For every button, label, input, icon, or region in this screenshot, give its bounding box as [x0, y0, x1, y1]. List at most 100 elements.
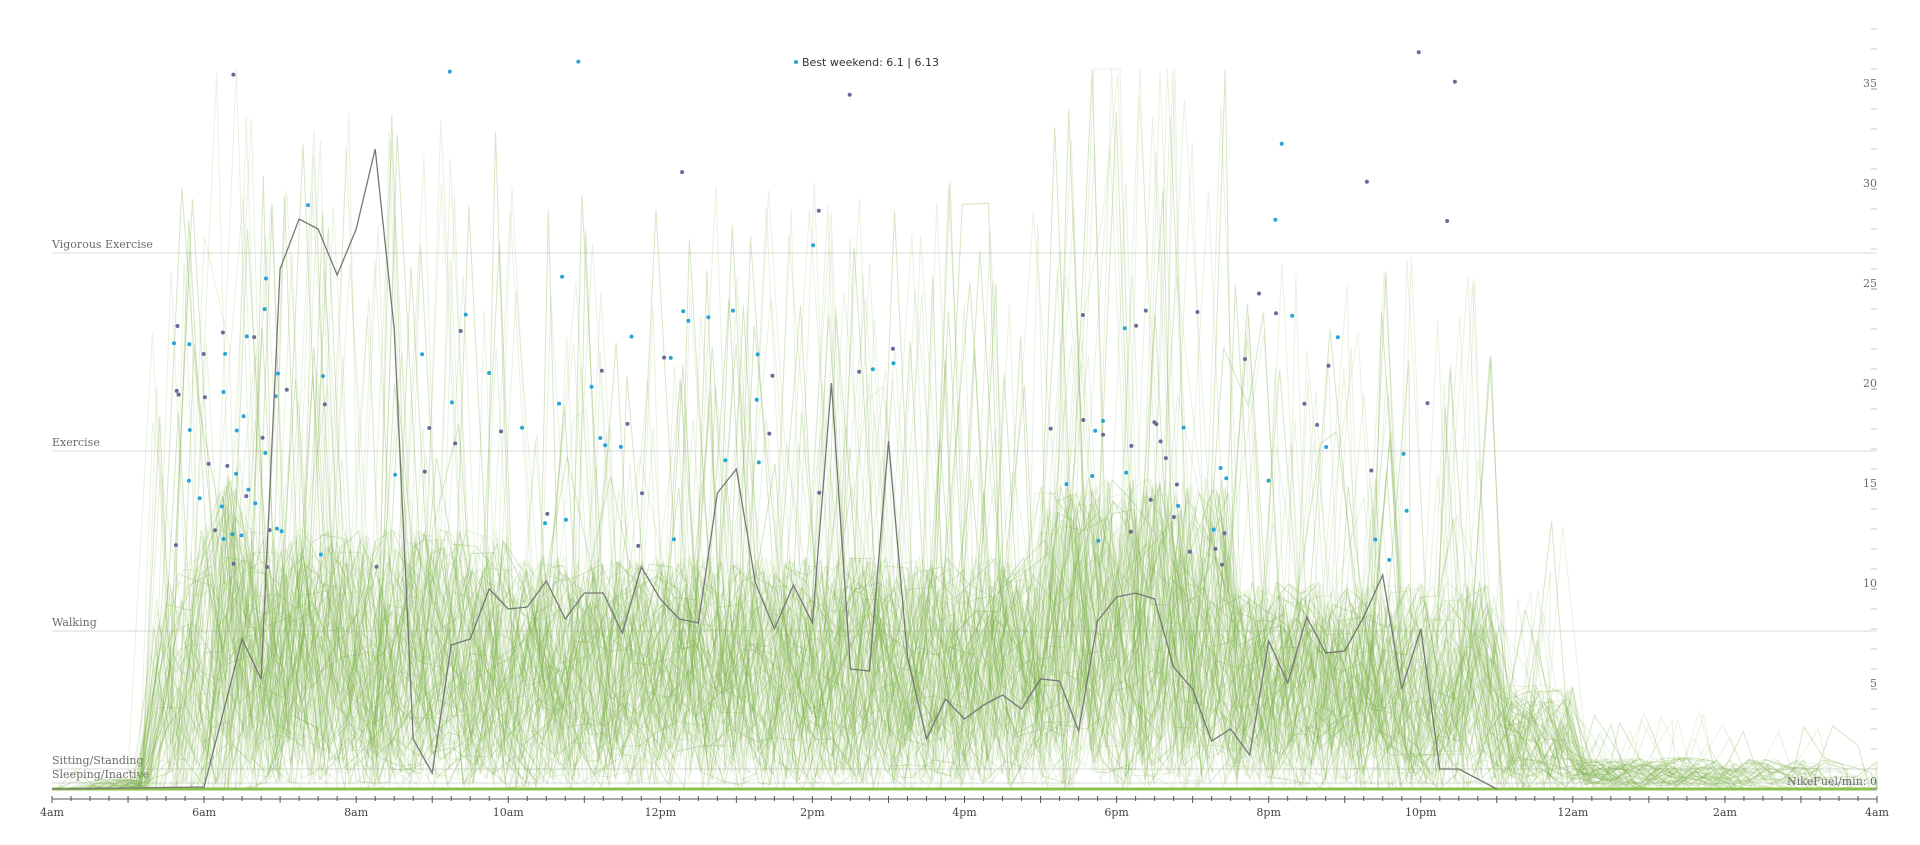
day-series-line	[52, 263, 1877, 790]
peak-dot	[260, 435, 265, 440]
day-series-line	[52, 68, 1877, 790]
day-series-line	[52, 264, 1877, 790]
peak-dot	[252, 335, 257, 340]
activity-level-label: Exercise	[52, 436, 100, 449]
x-tick-label: 2pm	[800, 806, 825, 819]
day-series-line	[52, 68, 1877, 790]
day-series-line	[52, 260, 1877, 790]
day-series-line	[52, 109, 1878, 790]
day-series-line	[52, 305, 1877, 790]
peak-dot	[1128, 529, 1133, 534]
peak-dot	[322, 402, 327, 407]
x-tick-label: 6pm	[1104, 806, 1129, 819]
day-series-line	[52, 416, 1877, 790]
peak-dot	[1452, 79, 1457, 84]
day-series-line	[52, 360, 1877, 790]
day-series-line	[52, 378, 1877, 790]
day-series-line	[52, 198, 1877, 790]
peak-dot	[557, 401, 562, 406]
peak-dot	[225, 463, 230, 468]
day-series-line	[52, 486, 1877, 790]
peak-dot	[206, 461, 211, 466]
day-series-line	[52, 143, 1877, 790]
peak-dot	[1101, 418, 1105, 423]
day-series-line	[52, 182, 1877, 790]
peak-dot	[1090, 474, 1095, 478]
day-series-line	[52, 106, 1877, 790]
peak-dot	[589, 384, 594, 389]
y-axis: 5 10 15 20 25 30 35	[1863, 28, 1877, 790]
day-series-line	[52, 143, 1877, 790]
peak-dot	[1425, 401, 1430, 406]
peak-dot	[1080, 313, 1085, 317]
day-series-line	[52, 134, 1877, 790]
peak-dot	[1326, 363, 1331, 368]
peak-dot	[173, 543, 178, 548]
peak-dot	[1335, 335, 1340, 340]
peak-dot	[223, 351, 228, 356]
day-series-line	[52, 364, 1877, 790]
peak-dot	[239, 533, 244, 538]
peak-dot	[262, 307, 267, 312]
peak-dot	[1324, 445, 1329, 449]
day-series-line	[52, 297, 1877, 790]
x-tick-label: 4am	[40, 806, 65, 819]
peak-dot	[857, 369, 862, 374]
day-series-line	[52, 486, 1877, 790]
y-tick-label: 35	[1863, 77, 1877, 90]
day-series-line	[52, 416, 1877, 790]
day-series-line	[52, 113, 1877, 790]
day-series-line	[52, 195, 1878, 790]
peak-dot	[1129, 443, 1134, 448]
day-series-line	[52, 311, 1877, 790]
day-series-line	[52, 311, 1877, 790]
peak-dot	[201, 352, 206, 356]
day-series-line	[52, 326, 1877, 790]
peak-dot	[671, 537, 676, 542]
peak-dot	[221, 537, 226, 541]
peak-dot	[1302, 401, 1307, 406]
peak-dot	[187, 428, 192, 432]
peak-dot	[755, 352, 760, 357]
day-series-line	[52, 346, 1877, 790]
x-tick-label: 8am	[344, 806, 369, 819]
peak-dot	[174, 388, 179, 393]
y-tick-label: 30	[1863, 177, 1877, 190]
peak-dot	[1273, 217, 1278, 222]
day-series-line	[52, 148, 1877, 790]
peak-dot	[176, 392, 181, 397]
day-series-line	[52, 198, 1877, 790]
day-series-line	[52, 190, 1877, 790]
peak-dot	[172, 341, 176, 346]
peak-dot	[636, 543, 641, 548]
peak-dot	[279, 529, 284, 534]
peak-dot	[1154, 422, 1159, 427]
x-tick-label: 4am	[1865, 806, 1890, 819]
day-series-line	[52, 140, 1877, 790]
day-series-line	[52, 220, 1877, 790]
day-series-line	[52, 224, 1877, 790]
day-series-line	[52, 151, 1877, 791]
peak-dot	[543, 521, 548, 526]
day-series-line	[52, 378, 1877, 790]
day-series-line	[52, 208, 1877, 790]
peak-dot	[234, 428, 239, 433]
peak-dot	[1222, 531, 1227, 536]
day-series-line	[52, 68, 1877, 790]
day-series-line	[52, 182, 1877, 790]
peak-dot	[629, 334, 634, 339]
peak-dot	[422, 469, 427, 474]
day-series-line	[52, 271, 1877, 790]
day-series-line	[52, 214, 1877, 790]
peak-dot	[1266, 478, 1271, 483]
day-series-line	[52, 114, 1878, 790]
peak-dot	[1369, 468, 1374, 473]
peak-dot	[1081, 418, 1086, 422]
peak-dot	[1416, 50, 1421, 55]
peak-dot	[220, 330, 225, 335]
day-series-line	[52, 155, 1877, 790]
day-series-line	[52, 182, 1877, 790]
annotation-text: Best weekend: 6.1 | 6.13	[802, 56, 939, 69]
peak-dot	[447, 69, 452, 74]
peak-dots	[172, 50, 1457, 569]
